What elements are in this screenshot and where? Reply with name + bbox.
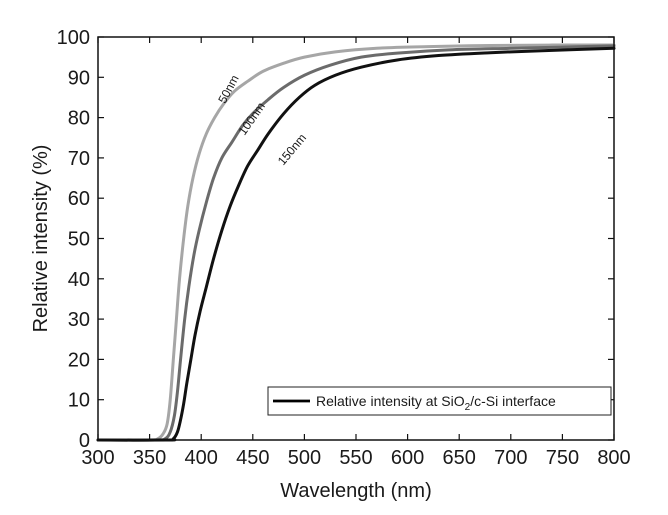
- y-tick-label: 100: [57, 27, 90, 49]
- y-tick-label: 60: [68, 188, 90, 210]
- x-tick-label: 300: [81, 447, 114, 469]
- legend-label-main: Relative intensity at SiO: [316, 393, 465, 409]
- y-tick-label: 90: [68, 67, 90, 89]
- series-line-100nm: [96, 44, 616, 442]
- x-tick-label: 350: [133, 447, 166, 469]
- x-tick-label: 400: [185, 447, 218, 469]
- y-axis-title: Relative intensity (%): [30, 145, 52, 333]
- x-tick-label: 450: [236, 447, 269, 469]
- y-tick-label: 40: [68, 269, 90, 291]
- y-tick-label: 70: [68, 148, 90, 170]
- x-tick-label: 600: [391, 447, 424, 469]
- x-tick-label: 550: [339, 447, 372, 469]
- y-tick-label: 0: [79, 430, 90, 452]
- x-tick-label: 700: [494, 447, 527, 469]
- legend-label-subscript: 2: [465, 402, 471, 413]
- x-axis-title: Wavelength (nm): [280, 480, 432, 502]
- y-tick-label: 50: [68, 229, 90, 251]
- x-tick-label: 750: [546, 447, 579, 469]
- x-tick-label: 800: [597, 447, 630, 469]
- legend: Relative intensity at SiO2/c-Si interfac…: [267, 386, 612, 416]
- y-axis: 0 10 20 30 40 50 60 70 80 90 100: [57, 27, 614, 452]
- series-line-50nm: [96, 43, 616, 442]
- legend-box: [267, 386, 612, 416]
- y-tick-label: 20: [68, 349, 90, 371]
- x-tick-label: 500: [288, 447, 321, 469]
- legend-label: Relative intensity at SiO2/c-Si interfac…: [316, 393, 556, 413]
- y-tick-label: 30: [68, 309, 90, 331]
- y-tick-label: 10: [68, 390, 90, 412]
- y-tick-label: 80: [68, 108, 90, 130]
- x-axis: 300 350 400 450 500 550 600 650 700 750 800: [81, 37, 631, 469]
- x-tick-label: 650: [443, 447, 476, 469]
- curves: [96, 43, 616, 442]
- legend-label-rest: /c-Si interface: [470, 393, 556, 409]
- series-line-150nm: [96, 46, 616, 442]
